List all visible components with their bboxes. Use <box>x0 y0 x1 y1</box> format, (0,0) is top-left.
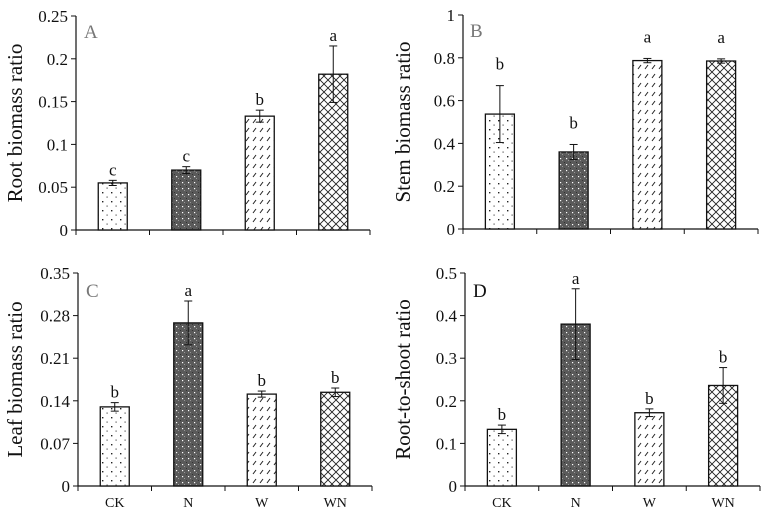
significance-label: a <box>329 26 337 45</box>
significance-label: b <box>331 368 340 387</box>
significance-label: b <box>569 113 578 132</box>
y-tick-label: 0.2 <box>47 50 68 69</box>
x-tick-label: W <box>255 496 269 511</box>
x-tick-label: CK <box>105 496 124 511</box>
y-tick-label: 0 <box>449 477 458 496</box>
panel-letter: A <box>84 22 98 43</box>
bar-n <box>173 322 204 487</box>
significance-label: b <box>719 348 728 367</box>
significance-label: b <box>498 405 507 424</box>
x-tick-label: CK <box>492 496 511 511</box>
bar-ck <box>97 182 128 231</box>
y-tick-label: 0.15 <box>38 93 68 112</box>
panel-b: 0 0.2 0.4 0.6 0.8 1 Stem biomass ratio Bb b a a <box>391 6 759 239</box>
significance-label: b <box>256 90 265 109</box>
x-tick-label: W <box>643 496 657 511</box>
significance-label: b <box>111 383 120 402</box>
bar-ck <box>486 428 518 487</box>
x-tick-label: N <box>571 496 581 511</box>
y-tick-label: 0.3 <box>436 349 457 368</box>
panel-d: 0 0.1 0.2 0.3 0.4 0.5 Root-to-shoot ratio Db CK a… <box>391 264 761 511</box>
y-tick-label: 0.25 <box>38 7 68 26</box>
significance-label: b <box>496 55 505 74</box>
y-tick-label: 0.28 <box>40 307 70 326</box>
panel-letter: B <box>470 21 483 42</box>
y-tick-label: 0.2 <box>434 177 455 196</box>
bar-n <box>558 151 589 230</box>
significance-label: c <box>109 160 117 179</box>
y-tick-label: 0 <box>60 221 69 240</box>
y-axis-label: Root biomass ratio <box>3 44 27 203</box>
panel-c: 0 0.07 0.14 0.21 0.28 0.35 Leaf biomass ratio C… <box>3 264 373 511</box>
significance-label: b <box>645 389 654 408</box>
bar-wn <box>707 384 739 487</box>
y-tick-label: 0.4 <box>434 134 456 153</box>
significance-label: a <box>572 269 580 288</box>
y-tick-label: 0 <box>447 220 456 239</box>
y-tick-label: 0.1 <box>47 135 68 154</box>
bar-n <box>171 169 202 231</box>
bar-w <box>634 412 665 487</box>
significance-label: a <box>644 27 652 46</box>
y-tick-label: 0.5 <box>436 264 457 283</box>
y-tick-label: 0 <box>62 477 71 496</box>
x-tick-label: N <box>183 496 193 511</box>
y-tick-label: 0.6 <box>434 92 455 111</box>
bar-w <box>244 115 275 231</box>
panel-letter: C <box>86 281 99 302</box>
y-tick-label: 0.4 <box>436 307 458 326</box>
y-tick-label: 0.14 <box>40 392 70 411</box>
bar-ck <box>99 406 130 487</box>
bar-w <box>246 393 277 487</box>
panel-letter: D <box>473 281 487 302</box>
bar-wn <box>320 391 351 487</box>
panel-a: 0 0.05 0.1 0.15 0.2 0.25 Root biomass ratio Ac c… <box>3 7 371 240</box>
y-axis-label: Leaf biomass ratio <box>3 301 27 457</box>
y-tick-label: 0.8 <box>434 49 455 68</box>
significance-label: c <box>182 147 190 166</box>
x-tick-label: WN <box>324 496 347 511</box>
y-tick-label: 0.21 <box>40 349 70 368</box>
x-tick-label: WN <box>711 496 734 511</box>
y-tick-label: 0.2 <box>436 392 457 411</box>
y-tick-label: 0.05 <box>38 178 68 197</box>
y-tick-label: 0.07 <box>40 434 70 453</box>
significance-label: a <box>717 28 725 47</box>
bar-wn <box>705 60 737 230</box>
y-axis-label: Root-to-shoot ratio <box>391 299 415 459</box>
significance-label: b <box>258 371 267 390</box>
y-tick-label: 1 <box>447 6 456 25</box>
y-tick-label: 0.1 <box>436 434 457 453</box>
bar-w <box>632 59 663 230</box>
y-tick-label: 0.35 <box>40 264 70 283</box>
y-axis-label: Stem biomass ratio <box>391 42 415 203</box>
significance-label: a <box>184 281 192 300</box>
